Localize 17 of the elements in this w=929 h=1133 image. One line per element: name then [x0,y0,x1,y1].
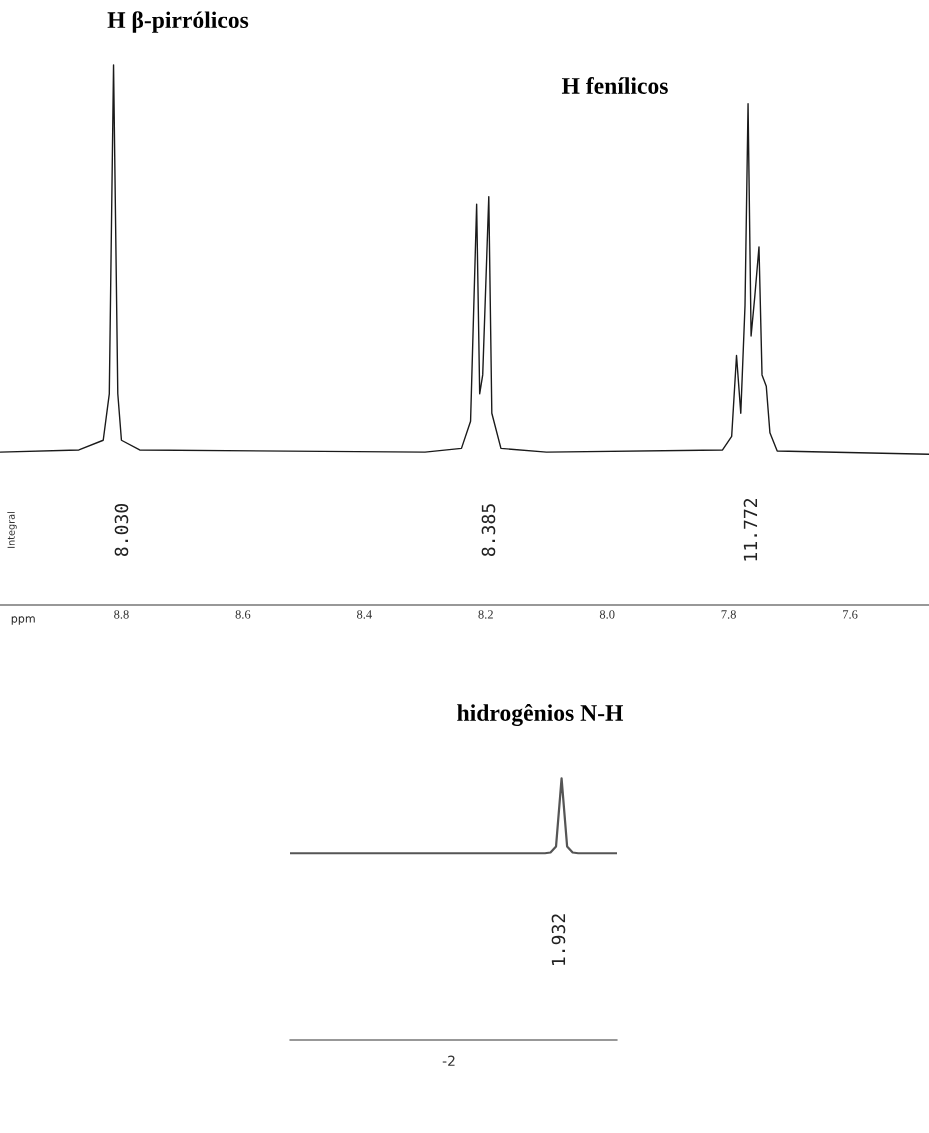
x-tick-label: 8.8 [114,610,129,619]
x-tick-label: 7.6 [843,610,858,619]
annotation: 8.030 [114,503,129,557]
text: -2 [442,1055,455,1066]
text: hidrogênios N-H [457,704,624,726]
annotation: H fenílicos [561,77,668,94]
x-tick-label: 8.4 [356,610,372,619]
annotation: 11.772 [743,498,758,561]
x-tick-label: 8.0 [599,610,615,619]
annotation: Integral [7,512,17,548]
annotation: 8.385 [481,504,496,557]
x-tick-label: 8.2 [478,610,493,619]
x-tick-label: 7.8 [721,610,736,619]
x-axis-title: ppm [11,616,35,625]
x-tick-label: 8.6 [235,610,251,619]
text: H β-pirrólicos [107,11,249,33]
annotation: 1.932 [551,914,566,966]
